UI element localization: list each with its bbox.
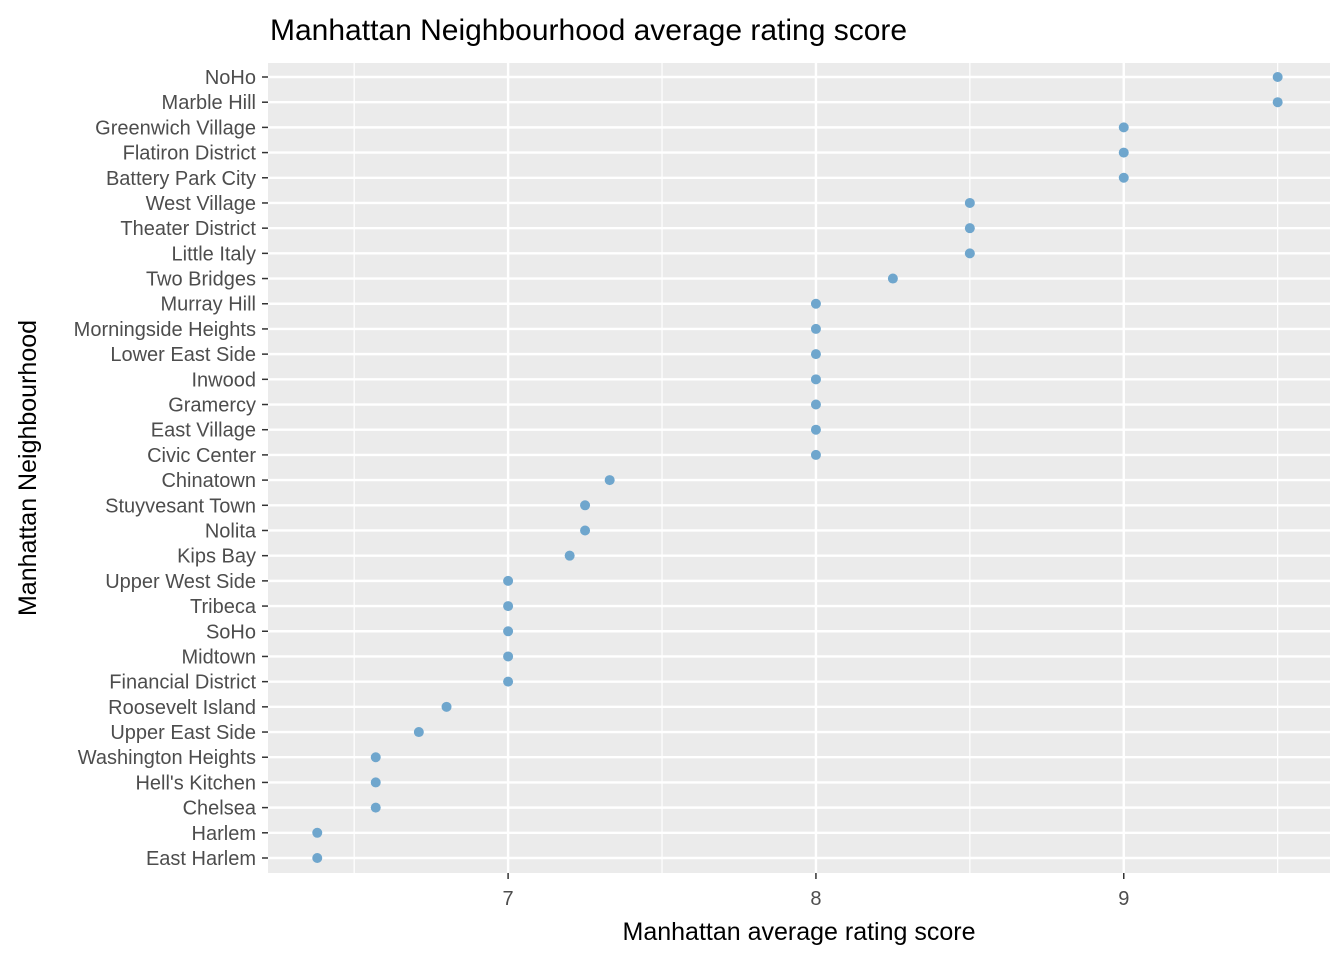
y-tick-label: Chelsea: [183, 798, 257, 820]
major-gridlines: [268, 63, 1330, 873]
data-point: [964, 223, 975, 234]
data-point: [312, 853, 323, 863]
y-tick-label: Morningside Heights: [74, 319, 256, 341]
data-point: [964, 248, 975, 259]
y-tick-label: Roosevelt Island: [108, 697, 256, 719]
y-tick-label: East Village: [151, 420, 256, 442]
y-axis-title: Manhattan Neighbourhood: [14, 320, 42, 616]
data-point: [964, 197, 975, 208]
y-tick-label: SoHo: [206, 621, 256, 643]
data-point: [810, 449, 821, 460]
x-tick-label: 9: [1118, 888, 1129, 910]
data-point: [312, 827, 323, 838]
chart-title: Manhattan Neighbourhood average rating s…: [270, 14, 907, 47]
data-point: [503, 626, 514, 637]
data-point: [810, 298, 821, 309]
y-tick-label: Lower East Side: [110, 344, 256, 366]
data-point: [810, 349, 821, 360]
data-point: [503, 676, 514, 687]
y-tick-label: Inwood: [192, 369, 257, 391]
data-point: [580, 500, 591, 511]
data-point: [370, 752, 381, 763]
y-tick-label: Greenwich Village: [95, 117, 256, 139]
data-point: [887, 273, 898, 284]
data-point: [370, 802, 381, 813]
data-point: [413, 727, 424, 738]
y-tick-label: Upper West Side: [105, 571, 256, 593]
y-axis: NoHo Marble Hill Greenwich Village Flatiron…: [74, 67, 268, 870]
x-tick-label: 8: [810, 888, 821, 910]
data-point: [503, 601, 514, 612]
y-tick-label: NoHo: [205, 67, 256, 89]
data-point: [810, 323, 821, 334]
y-tick-label: Civic Center: [147, 445, 256, 467]
y-tick-label: East Harlem: [146, 848, 256, 870]
y-tick-label: Theater District: [120, 218, 256, 240]
x-axis: 7 8 9: [503, 873, 1129, 910]
y-tick-label: Two Bridges: [146, 269, 256, 291]
data-point: [503, 575, 514, 586]
y-tick-label: Murray Hill: [160, 294, 256, 316]
y-tick-label: Hell's Kitchen: [135, 772, 256, 794]
data-points: [312, 72, 1283, 863]
data-point: [441, 701, 452, 712]
data-point: [1118, 122, 1129, 133]
x-tick-label: 7: [503, 888, 514, 910]
data-point: [1118, 147, 1129, 158]
data-point: [1272, 72, 1283, 82]
y-tick-label: Gramercy: [168, 395, 256, 417]
y-tick-label: Stuyvesant Town: [105, 495, 256, 517]
data-point: [810, 424, 821, 435]
y-tick-label: West Village: [146, 193, 256, 215]
y-tick-label: Little Italy: [172, 243, 256, 265]
data-point: [503, 651, 514, 662]
data-point: [370, 777, 381, 788]
data-point: [1118, 172, 1129, 183]
y-tick-label: Midtown: [182, 646, 256, 668]
x-axis-title: Manhattan average rating score: [623, 918, 976, 946]
y-tick-label: Flatiron District: [123, 143, 257, 165]
y-tick-label: Harlem: [192, 823, 256, 845]
y-tick-label: Kips Bay: [177, 546, 256, 568]
y-tick-label: Tribeca: [190, 596, 257, 618]
data-point: [810, 399, 821, 410]
y-tick-label: Chinatown: [161, 470, 256, 492]
y-tick-label: Battery Park City: [106, 168, 256, 190]
data-point: [1272, 97, 1283, 108]
data-point: [810, 374, 821, 385]
y-tick-label: Washington Heights: [78, 747, 256, 769]
y-tick-label: Nolita: [205, 520, 257, 542]
plot-panel: [268, 63, 1330, 873]
y-tick-label: Financial District: [109, 672, 256, 694]
data-point: [604, 475, 615, 486]
data-point: [580, 525, 591, 536]
y-tick-label: Marble Hill: [162, 92, 256, 114]
y-tick-label: Upper East Side: [110, 722, 256, 744]
data-point: [564, 550, 575, 561]
